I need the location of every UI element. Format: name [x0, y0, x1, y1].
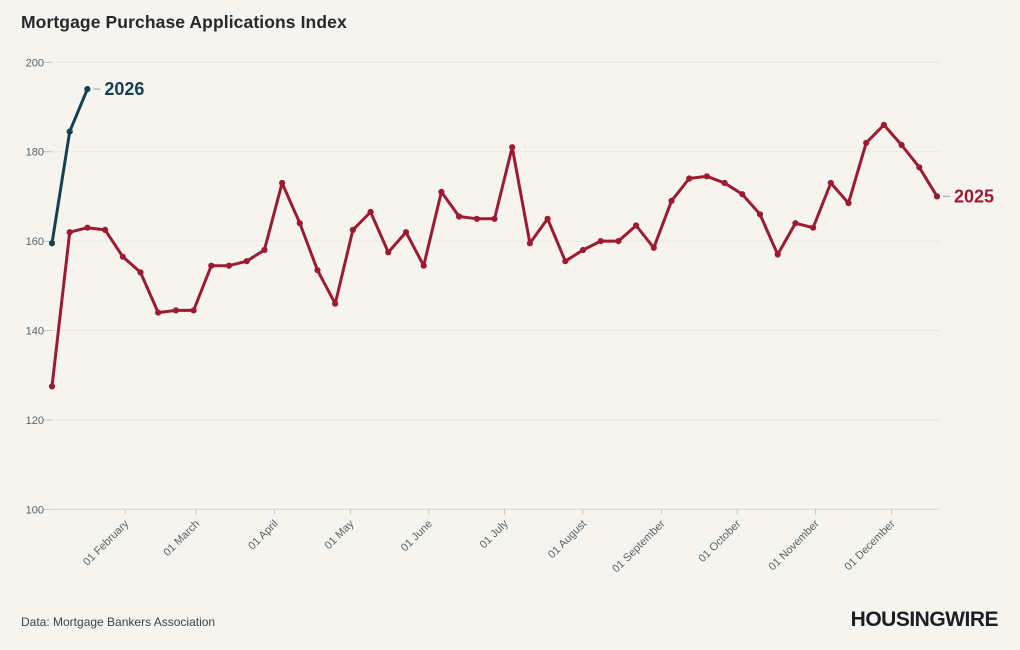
data-point-2025	[703, 173, 711, 180]
data-point-2025	[756, 211, 764, 218]
data-point-2025	[225, 262, 233, 269]
series-line-2026	[50, 87, 89, 245]
data-point-2025	[615, 238, 622, 245]
housingwire-logo: HOUSINGWIRE	[850, 608, 999, 631]
data-point-2025	[367, 208, 374, 216]
data-point-2025	[420, 262, 427, 269]
data-point-2025	[633, 222, 640, 229]
page-title: Mortgage Purchase Applications Index	[21, 12, 347, 32]
data-point-2025	[102, 226, 109, 233]
data-point-2025	[845, 200, 852, 207]
data-point-2025	[686, 175, 693, 182]
data-point-2025	[880, 121, 888, 128]
data-point-2025	[243, 258, 250, 265]
data-point-2025	[314, 267, 321, 274]
x-tick-label: 01 July	[478, 518, 511, 551]
data-point-2025	[66, 229, 73, 236]
data-point-2025	[385, 249, 392, 256]
data-point-2025	[261, 246, 268, 254]
data-point-2025	[562, 258, 569, 265]
data-point-2026	[84, 86, 91, 93]
y-tick-label: 200	[26, 57, 44, 69]
data-point-2025	[774, 251, 781, 258]
data-point-2025	[509, 144, 516, 151]
data-point-2025	[526, 240, 534, 247]
series-label-2026: 2026	[104, 79, 144, 99]
y-tick-label: 100	[26, 504, 44, 516]
data-point-2025	[491, 215, 498, 222]
data-point-2025	[279, 179, 286, 187]
data-point-2025	[137, 269, 144, 276]
data-point-2025	[190, 307, 197, 314]
x-tick-label: 01 June	[399, 518, 435, 554]
data-point-2025	[739, 191, 746, 198]
data-point-2025	[898, 141, 905, 149]
x-tick-label: 01 April	[246, 518, 280, 552]
data-point-2025	[544, 215, 551, 222]
x-tick-label: 01 December	[842, 518, 897, 573]
y-tick-label: 160	[26, 236, 44, 248]
data-point-2025	[119, 253, 126, 260]
y-tick-label: 140	[26, 326, 44, 338]
data-point-2025	[208, 262, 215, 269]
x-tick-label: 01 September	[610, 518, 668, 576]
data-point-2025	[438, 188, 445, 195]
data-point-2025	[650, 244, 657, 251]
x-tick-label: 01 February	[81, 518, 132, 569]
data-point-2025	[933, 193, 941, 200]
series-label-2025: 2025	[954, 186, 994, 206]
data-point-2026	[66, 128, 73, 135]
data-point-2025	[349, 226, 356, 233]
data-point-2025	[863, 139, 870, 146]
data-point-2025	[810, 224, 817, 231]
data-point-2025	[456, 213, 463, 220]
data-point-2025	[84, 224, 91, 231]
data-point-2025	[792, 220, 799, 227]
y-tick-label: 180	[26, 147, 44, 159]
data-point-2025	[579, 246, 587, 254]
data-source-note: Data: Mortgage Bankers Association	[21, 615, 216, 629]
data-point-2025	[721, 179, 728, 187]
data-point-2025	[332, 300, 339, 307]
data-point-2025	[172, 307, 179, 314]
data-point-2025	[155, 309, 162, 316]
data-point-2025	[402, 229, 410, 236]
x-tick-label: 01 August	[546, 518, 589, 561]
y-tick-label: 120	[26, 415, 44, 427]
series-line-2025	[50, 123, 939, 388]
data-point-2025	[597, 238, 604, 245]
data-point-2025	[827, 179, 834, 187]
x-tick-label: 01 May	[322, 518, 356, 552]
data-point-2025	[48, 383, 56, 390]
x-tick-label: 01 March	[161, 518, 202, 559]
x-tick-label: 01 November	[767, 518, 822, 573]
data-point-2025	[916, 164, 923, 171]
data-point-2025	[668, 197, 675, 204]
x-tick-label: 01 October	[696, 518, 743, 565]
data-point-2025	[473, 215, 480, 222]
data-point-2026	[48, 240, 56, 247]
data-point-2025	[296, 220, 303, 227]
